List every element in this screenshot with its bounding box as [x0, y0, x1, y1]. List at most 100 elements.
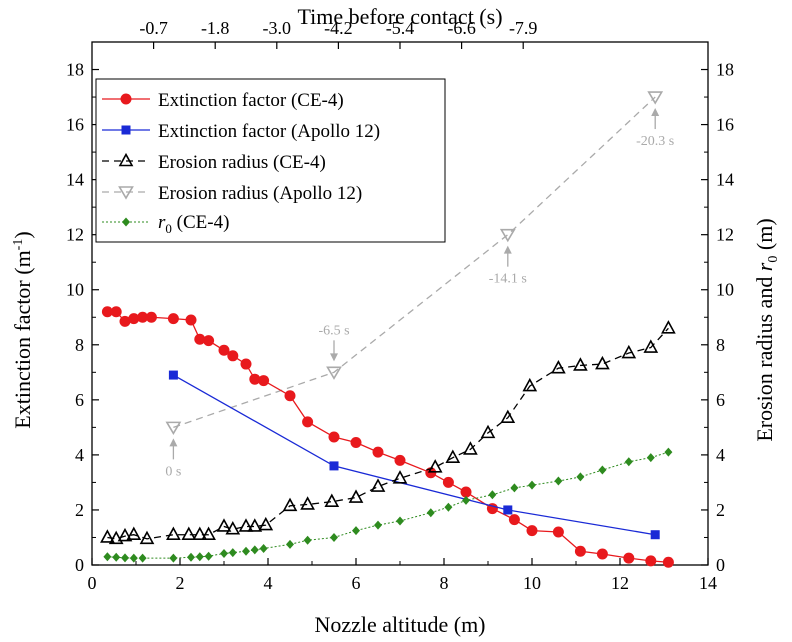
data-point: [240, 358, 252, 370]
data-point: [303, 535, 312, 545]
data-point: [330, 532, 338, 542]
data-point: [137, 311, 149, 323]
y2-axis-title: Erosion radius and r0 (m): [752, 218, 781, 441]
data-point: [623, 552, 635, 564]
legend-box: [95, 78, 446, 243]
data-point: [121, 553, 129, 563]
data-point: [169, 553, 178, 563]
y-tick-label: 8: [75, 335, 84, 355]
legend-swatches: [102, 93, 150, 227]
legend: Extinction factor (CE-4) Extinction fact…: [95, 78, 446, 243]
x-tick-label: 0: [88, 573, 97, 593]
legend-label-ce4-extinction: Extinction factor (CE-4): [158, 90, 344, 111]
data-point: [522, 377, 538, 392]
data-point: [108, 530, 124, 545]
x-tick-label: 2: [176, 573, 185, 593]
series-line: [173, 96, 656, 428]
data-point: [551, 360, 566, 374]
y-axis-title: Extinction factor (m-1): [10, 231, 35, 428]
data-point: [499, 228, 516, 243]
data-point: [427, 459, 443, 473]
data-point: [462, 495, 470, 505]
y2-tick-label: 16: [716, 115, 734, 135]
x-tick-label: 4: [264, 573, 273, 593]
y-tick-label: 12: [66, 225, 84, 245]
data-point: [300, 496, 315, 510]
data-point: [138, 553, 147, 563]
data-point: [187, 552, 195, 562]
y2-tick-label: 10: [716, 280, 734, 300]
data-point: [181, 526, 197, 541]
annotation-label: 0 s: [165, 464, 181, 479]
legend-swatch-marker: [122, 217, 130, 227]
legend-label-r0-var: r: [158, 212, 166, 233]
y-tick-label: 14: [66, 170, 84, 190]
top-tick-label: -5.4: [386, 18, 415, 38]
data-point: [394, 454, 406, 466]
data-point: [195, 552, 204, 562]
data-point: [662, 556, 674, 568]
y2-axis-title-sub: 0: [766, 256, 781, 263]
data-point: [129, 553, 138, 563]
data-point: [528, 480, 536, 490]
data-point: [374, 520, 382, 530]
annotation-arrowhead: [169, 438, 178, 447]
data-point: [595, 355, 610, 370]
y-axis-title-sup: -1: [11, 239, 26, 251]
data-point: [576, 472, 585, 482]
data-point: [165, 421, 182, 435]
y-tick-label: 4: [75, 445, 84, 465]
series-line: [107, 451, 669, 559]
data-point: [350, 437, 362, 449]
data-point: [372, 446, 384, 458]
data-point: [110, 306, 122, 318]
legend-label-r0: r0 (CE-4): [158, 212, 229, 236]
data-point: [249, 373, 261, 385]
data-point: [259, 543, 268, 553]
data-point: [250, 545, 259, 555]
series-0: [101, 306, 674, 568]
data-point: [185, 314, 197, 326]
data-point: [444, 502, 453, 512]
x-tick-label: 14: [699, 573, 717, 593]
series-line: [107, 327, 669, 540]
data-point: [220, 548, 228, 558]
data-point: [328, 431, 340, 443]
data-point: [238, 518, 254, 532]
data-point: [392, 470, 408, 484]
data-point: [284, 390, 296, 402]
x-tick-label: 10: [523, 573, 541, 593]
data-point: [508, 514, 520, 526]
data-point: [661, 320, 676, 334]
data-point: [396, 516, 404, 526]
data-point: [552, 526, 564, 538]
series-4: [103, 447, 673, 563]
data-point: [218, 344, 230, 356]
legend-swatch-marker: [120, 93, 132, 105]
data-point: [596, 548, 608, 560]
data-point: [442, 476, 454, 488]
x-tick-label: 12: [611, 573, 629, 593]
data-point: [192, 526, 208, 541]
data-point: [500, 409, 516, 424]
annotation-label: -6.5 s: [318, 323, 349, 338]
legend-label-ce4-erosion: Erosion radius (CE-4): [158, 152, 326, 173]
y2-axis-title-var: r: [752, 262, 777, 271]
data-point: [282, 497, 298, 512]
x-tick-label: 8: [440, 573, 449, 593]
data-point: [128, 313, 140, 325]
y-tick-label: 0: [75, 555, 84, 575]
legend-label-apollo-erosion: Erosion radius (Apollo 12): [158, 183, 362, 204]
data-point: [445, 449, 461, 463]
legend-swatch-marker: [118, 186, 134, 200]
annotation-arrowhead: [330, 353, 338, 362]
data-point: [526, 525, 538, 537]
axis-ticks: 0 2 4 6 8 10 12 1402468101214161802468101214161…: [66, 18, 734, 593]
series-line: [173, 374, 656, 536]
data-point: [112, 552, 121, 562]
y-tick-label: 16: [66, 115, 84, 135]
data-point: [488, 490, 497, 500]
y-axis-title-close: ): [10, 231, 35, 238]
top-tick-label: -4.2: [324, 18, 353, 38]
